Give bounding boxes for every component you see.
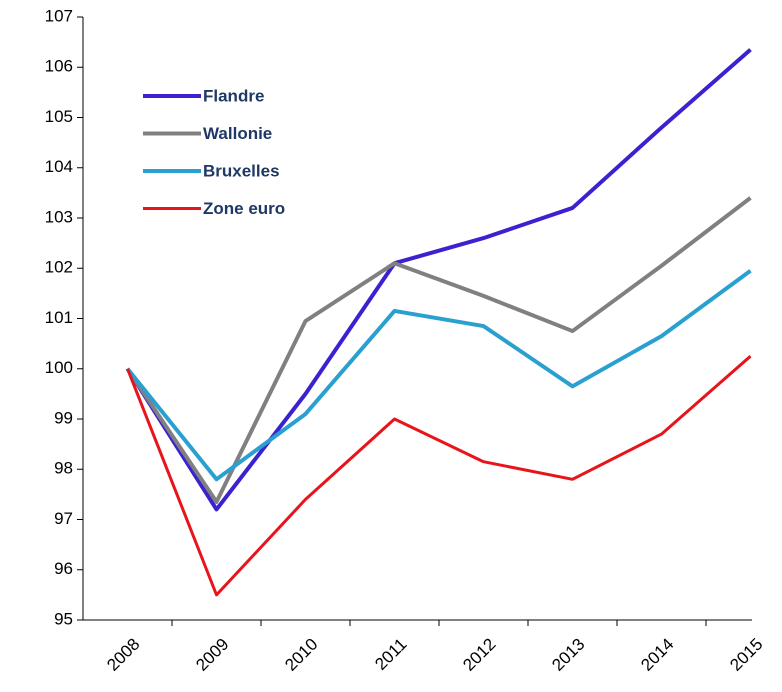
x-tick-label: 2014 <box>637 635 677 675</box>
x-tick-label: 2008 <box>103 635 143 675</box>
x-tick-label: 2009 <box>192 635 232 675</box>
y-tick-label: 99 <box>54 408 73 427</box>
y-tick-label: 103 <box>45 207 73 226</box>
y-tick-label: 107 <box>45 6 73 25</box>
x-tick-label: 2015 <box>726 635 766 675</box>
legend-label: Flandre <box>203 86 264 105</box>
line-series <box>126 355 752 597</box>
y-tick-label: 97 <box>54 509 73 528</box>
y-tick-label: 95 <box>54 609 73 628</box>
y-tick-label: 101 <box>45 308 73 327</box>
x-tick-label: 2010 <box>281 635 321 675</box>
legend-label: Bruxelles <box>203 161 280 180</box>
line-series <box>125 48 752 512</box>
y-tick-label: 102 <box>45 258 73 277</box>
legend-label: Wallonie <box>203 124 272 143</box>
y-tick-label: 105 <box>45 107 73 126</box>
legend-label: Zone euro <box>203 199 285 218</box>
line-series <box>125 269 752 482</box>
x-tick-label: 2012 <box>459 635 499 675</box>
y-tick-label: 96 <box>54 559 73 578</box>
y-tick-label: 106 <box>45 57 73 76</box>
y-tick-label: 98 <box>54 459 73 478</box>
x-tick-label: 2013 <box>548 635 588 675</box>
x-tick-label: 2011 <box>371 635 410 674</box>
y-tick-label: 100 <box>45 358 73 377</box>
line-series <box>125 196 752 504</box>
y-tick-label: 104 <box>45 157 73 176</box>
